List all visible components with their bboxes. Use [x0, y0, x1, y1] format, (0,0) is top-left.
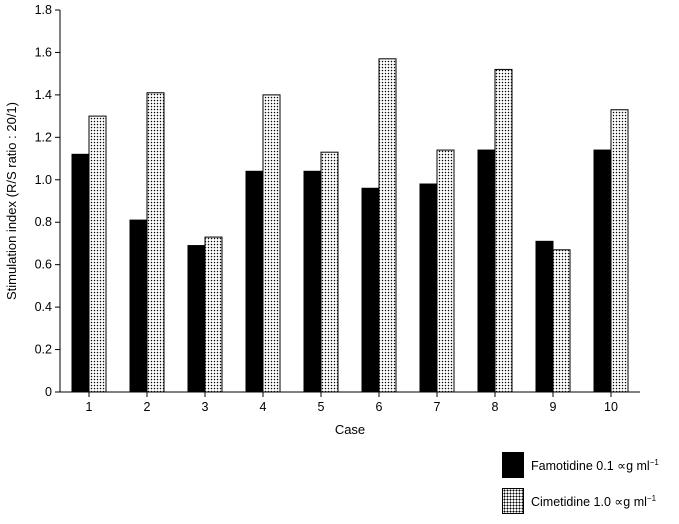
y-tick-label: 1.4	[35, 88, 52, 102]
bar-cimetidine	[436, 149, 455, 393]
y-tick-label: 1.2	[35, 130, 52, 144]
bar-famotidine	[129, 219, 148, 393]
bar-cimetidine	[610, 109, 629, 393]
chart: 0 0.2 0.4 0.6 0.8 1.0 1.2 1.4 1.6 1.8 1 2 3 4 5 6 7 8 9 10 C…	[4, 3, 659, 514]
bar-cimetidine	[146, 92, 165, 393]
bar-famotidine	[419, 183, 438, 393]
bar-cimetidine	[204, 236, 223, 393]
y-tick-label: 0.6	[35, 258, 52, 272]
legend-item-cimetidine: Cimetidine 1.0 ∝g ml−1	[502, 488, 678, 514]
y-tick-label: 0.2	[35, 343, 52, 357]
x-tick-label: 3	[202, 400, 209, 414]
bar-famotidine	[245, 170, 264, 393]
legend-swatch-cimetidine	[502, 488, 524, 514]
bar-cimetidine	[262, 94, 281, 393]
y-tick-label: 1.8	[35, 3, 52, 17]
x-tick-label: 10	[604, 400, 618, 414]
bar-famotidine	[71, 153, 90, 393]
bar-famotidine	[535, 240, 554, 393]
bar-cimetidine	[494, 68, 513, 393]
legend: Famotidine 0.1 ∝g ml−1 Cimetidine 1.0 ∝g…	[502, 452, 678, 524]
y-tick-label: 0	[45, 385, 52, 399]
x-tick-label: 4	[260, 400, 267, 414]
bar-famotidine	[477, 149, 496, 393]
bar-chart: 0 0.2 0.4 0.6 0.8 1.0 1.2 1.4 1.6 1.8 1 2 3 4 5 6 7 8 9 10 C…	[4, 3, 640, 437]
x-tick-label: 8	[492, 400, 499, 414]
legend-label-famotidine: Famotidine 0.1 ∝g ml−1	[531, 458, 659, 474]
y-tick-label: 0.8	[35, 215, 52, 229]
x-tick-label: 7	[434, 400, 441, 414]
legend-label-cimetidine: Cimetidine 1.0 ∝g ml−1	[531, 494, 657, 510]
x-tick-label: 1	[86, 400, 93, 414]
x-tick-label: 9	[550, 400, 557, 414]
bar-famotidine	[187, 245, 206, 393]
bar-cimetidine	[552, 249, 571, 393]
x-axis-title: Case	[335, 422, 365, 437]
bar-famotidine	[361, 187, 380, 393]
bar-famotidine	[593, 149, 612, 393]
bar-cimetidine	[88, 115, 107, 393]
y-tick-label: 1.6	[35, 45, 52, 59]
bar-cimetidine	[320, 151, 339, 393]
x-tick-label: 2	[144, 400, 151, 414]
legend-item-famotidine: Famotidine 0.1 ∝g ml−1	[502, 452, 678, 478]
legend-swatch-famotidine	[502, 452, 524, 478]
y-tick-label: 0.4	[35, 300, 52, 314]
y-axis-title: Stimulation index (R/S ratio : 20/1)	[4, 102, 19, 300]
y-tick-label: 1.0	[35, 173, 52, 187]
bar-famotidine	[303, 170, 322, 393]
x-tick-label: 6	[376, 400, 383, 414]
x-tick-label: 5	[318, 400, 325, 414]
bar-cimetidine	[378, 58, 397, 393]
